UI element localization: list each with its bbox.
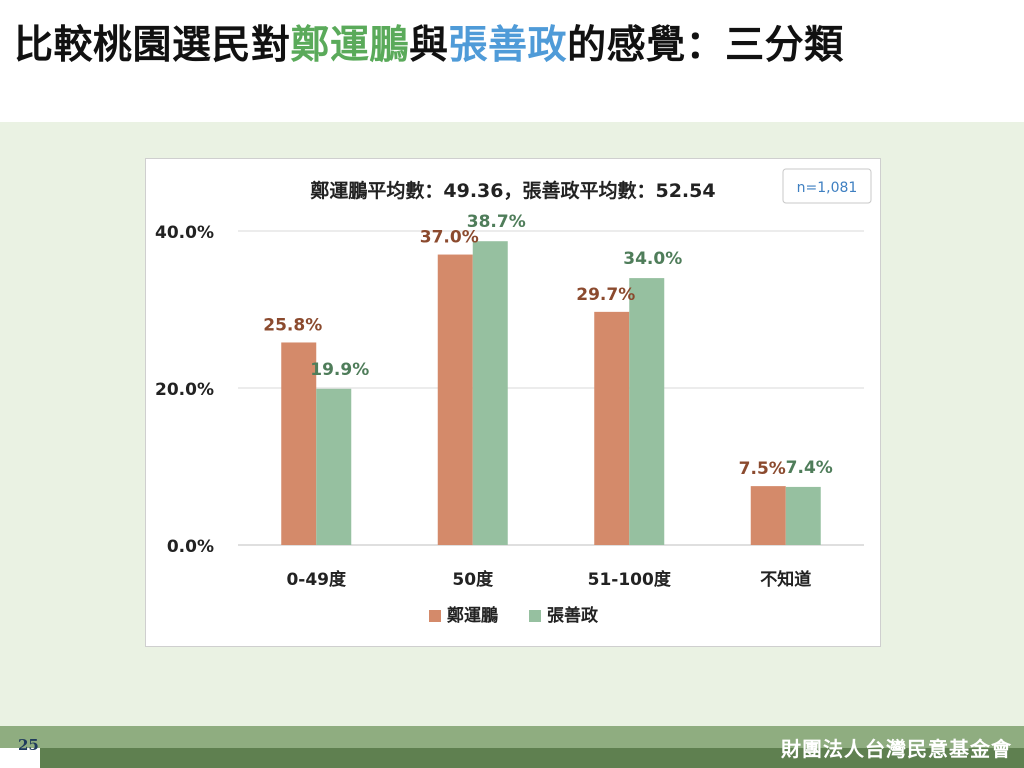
x-tick-label: 51-100度	[588, 569, 672, 590]
sample-note-box	[782, 168, 872, 204]
data-label: 7.5%	[739, 459, 786, 479]
data-label: 34.0%	[623, 249, 682, 269]
data-label: 29.7%	[576, 285, 635, 305]
bar	[281, 342, 317, 545]
y-tick-label: 40.0%	[155, 223, 214, 243]
organization-name: 財團法人台灣民意基金會	[781, 737, 1012, 761]
footer-bar-dark	[40, 748, 1024, 768]
data-label: 37.0%	[420, 228, 479, 248]
title-part3: 的感覺：三分類	[567, 23, 844, 68]
bar	[594, 311, 630, 545]
legend-label: 鄭運鵬	[447, 605, 498, 626]
chart-title: 鄭運鵬平均數：49.36，張善政平均數：52.54	[309, 179, 715, 202]
bar	[785, 486, 821, 545]
title-name-a: 鄭運鵬	[290, 23, 410, 68]
data-label: 19.9%	[310, 360, 369, 380]
bar	[437, 254, 473, 546]
title-name-b: 張善政	[448, 23, 568, 68]
bar	[472, 241, 508, 545]
footer-bar	[0, 726, 1024, 748]
title-part2: 與	[409, 23, 449, 68]
legend-swatch	[529, 610, 541, 622]
y-tick-label: 20.0%	[155, 380, 214, 400]
chart-container: 鄭運鵬平均數：49.36，張善政平均數：52.54 n=1,081 25.8% 1…	[145, 158, 881, 647]
x-tick-label: 50度	[452, 569, 494, 590]
bar	[316, 388, 352, 545]
y-tick-label: 0.0%	[167, 537, 214, 557]
page-title: 比較桃園選民對鄭運鵬與張善政的感覺：三分類	[14, 14, 844, 70]
bar	[629, 278, 665, 545]
legend-swatch	[429, 610, 441, 622]
x-tick-label: 0-49度	[286, 569, 347, 590]
legend-label: 張善政	[547, 605, 599, 626]
bar-chart: 鄭運鵬平均數：49.36，張善政平均數：52.54 n=1,081 25.8% 1…	[155, 168, 872, 626]
x-tick-label: 不知道	[760, 569, 811, 590]
data-label: 7.4%	[786, 458, 833, 478]
sample-note: n=1,081	[797, 180, 858, 196]
data-label: 25.8%	[263, 315, 322, 335]
bar	[750, 486, 786, 545]
title-part1: 比較桃園選民對	[14, 23, 291, 68]
data-label: 38.7%	[467, 212, 526, 232]
page-number: 25	[18, 736, 39, 754]
